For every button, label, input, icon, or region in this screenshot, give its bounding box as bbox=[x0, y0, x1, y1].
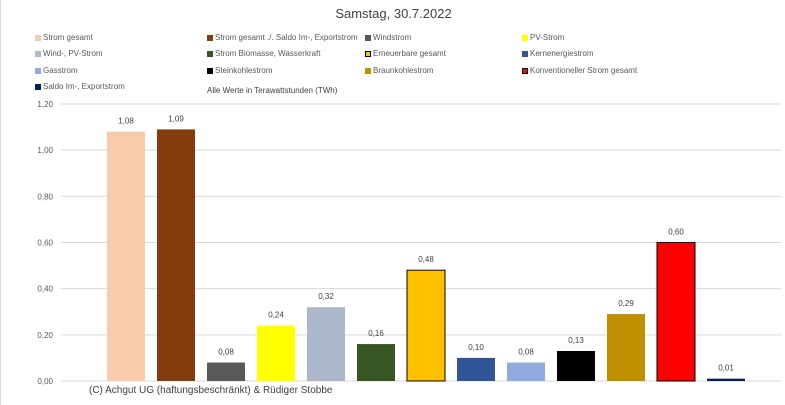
bar bbox=[357, 344, 395, 381]
legend-swatch bbox=[207, 67, 213, 74]
legend-item: Gasstrom bbox=[35, 66, 78, 75]
legend-label: Kernenergiestrom bbox=[530, 49, 594, 58]
bar bbox=[607, 314, 645, 381]
legend-label: Strom Biomasse, Wasserkraft bbox=[215, 49, 321, 58]
legend-item: Kernenergiestrom bbox=[522, 49, 594, 58]
data-label: 0,60 bbox=[668, 228, 684, 237]
bar bbox=[406, 269, 446, 382]
y-tick-label: 0,60 bbox=[37, 239, 53, 248]
data-label: 0,08 bbox=[218, 348, 234, 357]
legend-label: Windstrom bbox=[373, 33, 412, 42]
legend-swatch bbox=[522, 67, 528, 74]
bar bbox=[656, 242, 696, 382]
legend-swatch bbox=[522, 50, 528, 57]
data-label: 0,32 bbox=[318, 292, 334, 301]
legend-swatch bbox=[522, 34, 528, 41]
bar bbox=[257, 325, 295, 381]
data-label: 0,13 bbox=[568, 336, 584, 345]
legend-swatch bbox=[207, 50, 213, 57]
legend-item: Wind-, PV-Strom bbox=[35, 49, 103, 58]
data-label: 1,09 bbox=[168, 114, 184, 123]
legend-swatch bbox=[207, 34, 213, 41]
bar bbox=[107, 131, 145, 381]
data-label: 0,24 bbox=[268, 311, 284, 320]
chart-title: Samstag, 30.7.2022 bbox=[335, 6, 452, 21]
legend-item: Windstrom bbox=[365, 33, 411, 42]
data-label: 0,10 bbox=[468, 343, 484, 352]
legend-swatch bbox=[35, 50, 41, 57]
legend-item: Steinkohlestrom bbox=[207, 66, 272, 75]
y-tick-label: 1,20 bbox=[37, 100, 53, 109]
legend-label: Steinkohlestrom bbox=[215, 66, 273, 75]
legend-label: Saldo Im-, Exportstrom bbox=[43, 82, 125, 91]
legend-swatch bbox=[35, 67, 41, 74]
legend-swatch bbox=[365, 34, 371, 41]
data-label: 0,08 bbox=[518, 348, 534, 357]
copyright-text: (C) Achgut UG (haftungsbeschränkt) & Rüd… bbox=[89, 385, 333, 396]
bar bbox=[707, 378, 745, 381]
legend-swatch bbox=[365, 50, 371, 57]
legend-item: PV-Strom bbox=[522, 33, 564, 42]
legend-item: Strom gesamt ./. Saldo Im-, Exportstrom bbox=[207, 33, 358, 42]
legend-item: Erneuerbare gesamt bbox=[365, 49, 446, 58]
legend-swatch bbox=[35, 34, 41, 41]
legend-label: Strom gesamt bbox=[43, 33, 93, 42]
legend-item: Braunkohlestrom bbox=[365, 66, 433, 75]
data-label: 0,48 bbox=[418, 255, 434, 264]
legend-label: Gasstrom bbox=[43, 66, 78, 75]
legend-item: Saldo Im-, Exportstrom bbox=[35, 82, 125, 91]
legend-item: Konventioneller Strom gesamt bbox=[522, 66, 637, 75]
bar bbox=[157, 129, 195, 381]
legend-item: Strom gesamt bbox=[35, 33, 93, 42]
y-tick-label: 0,40 bbox=[37, 285, 53, 294]
data-label: 1,08 bbox=[118, 117, 134, 126]
y-tick-label: 0,20 bbox=[37, 331, 53, 340]
legend-label: Strom gesamt ./. Saldo Im-, Exportstrom bbox=[215, 33, 358, 42]
legend-label: PV-Strom bbox=[530, 33, 565, 42]
data-label: 0,01 bbox=[718, 364, 734, 373]
units-note: Alle Werte in Terawattstunden (TWh) bbox=[207, 86, 338, 95]
legend-label: Erneuerbare gesamt bbox=[373, 49, 446, 58]
y-tick-label: 0,00 bbox=[37, 377, 53, 386]
bar bbox=[207, 362, 245, 381]
data-label: 0,29 bbox=[618, 299, 634, 308]
bar bbox=[507, 362, 545, 381]
legend-item: Strom Biomasse, Wasserkraft bbox=[207, 49, 321, 58]
y-tick-label: 1,00 bbox=[37, 146, 53, 155]
legend-label: Braunkohlestrom bbox=[373, 66, 434, 75]
bar bbox=[557, 350, 595, 381]
legend-label: Wind-, PV-Strom bbox=[43, 49, 103, 58]
legend-swatch bbox=[365, 67, 371, 74]
data-label: 0,16 bbox=[368, 329, 384, 338]
bar bbox=[307, 307, 345, 381]
y-tick-label: 0,80 bbox=[37, 192, 53, 201]
legend-swatch bbox=[35, 83, 41, 90]
legend-label: Konventioneller Strom gesamt bbox=[530, 66, 638, 75]
bar bbox=[457, 357, 495, 381]
